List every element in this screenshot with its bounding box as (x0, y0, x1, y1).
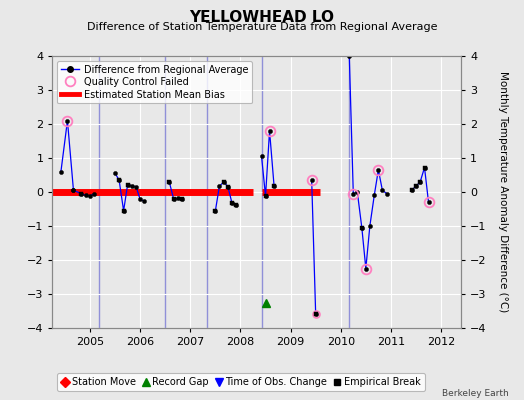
Y-axis label: Monthly Temperature Anomaly Difference (°C): Monthly Temperature Anomaly Difference (… (498, 71, 508, 313)
Text: Difference of Station Temperature Data from Regional Average: Difference of Station Temperature Data f… (87, 22, 437, 32)
Text: Berkeley Earth: Berkeley Earth (442, 389, 508, 398)
Legend: Station Move, Record Gap, Time of Obs. Change, Empirical Break: Station Move, Record Gap, Time of Obs. C… (57, 373, 424, 391)
Legend: Difference from Regional Average, Quality Control Failed, Estimated Station Mean: Difference from Regional Average, Qualit… (57, 61, 252, 104)
Text: YELLOWHEAD LO: YELLOWHEAD LO (190, 10, 334, 25)
